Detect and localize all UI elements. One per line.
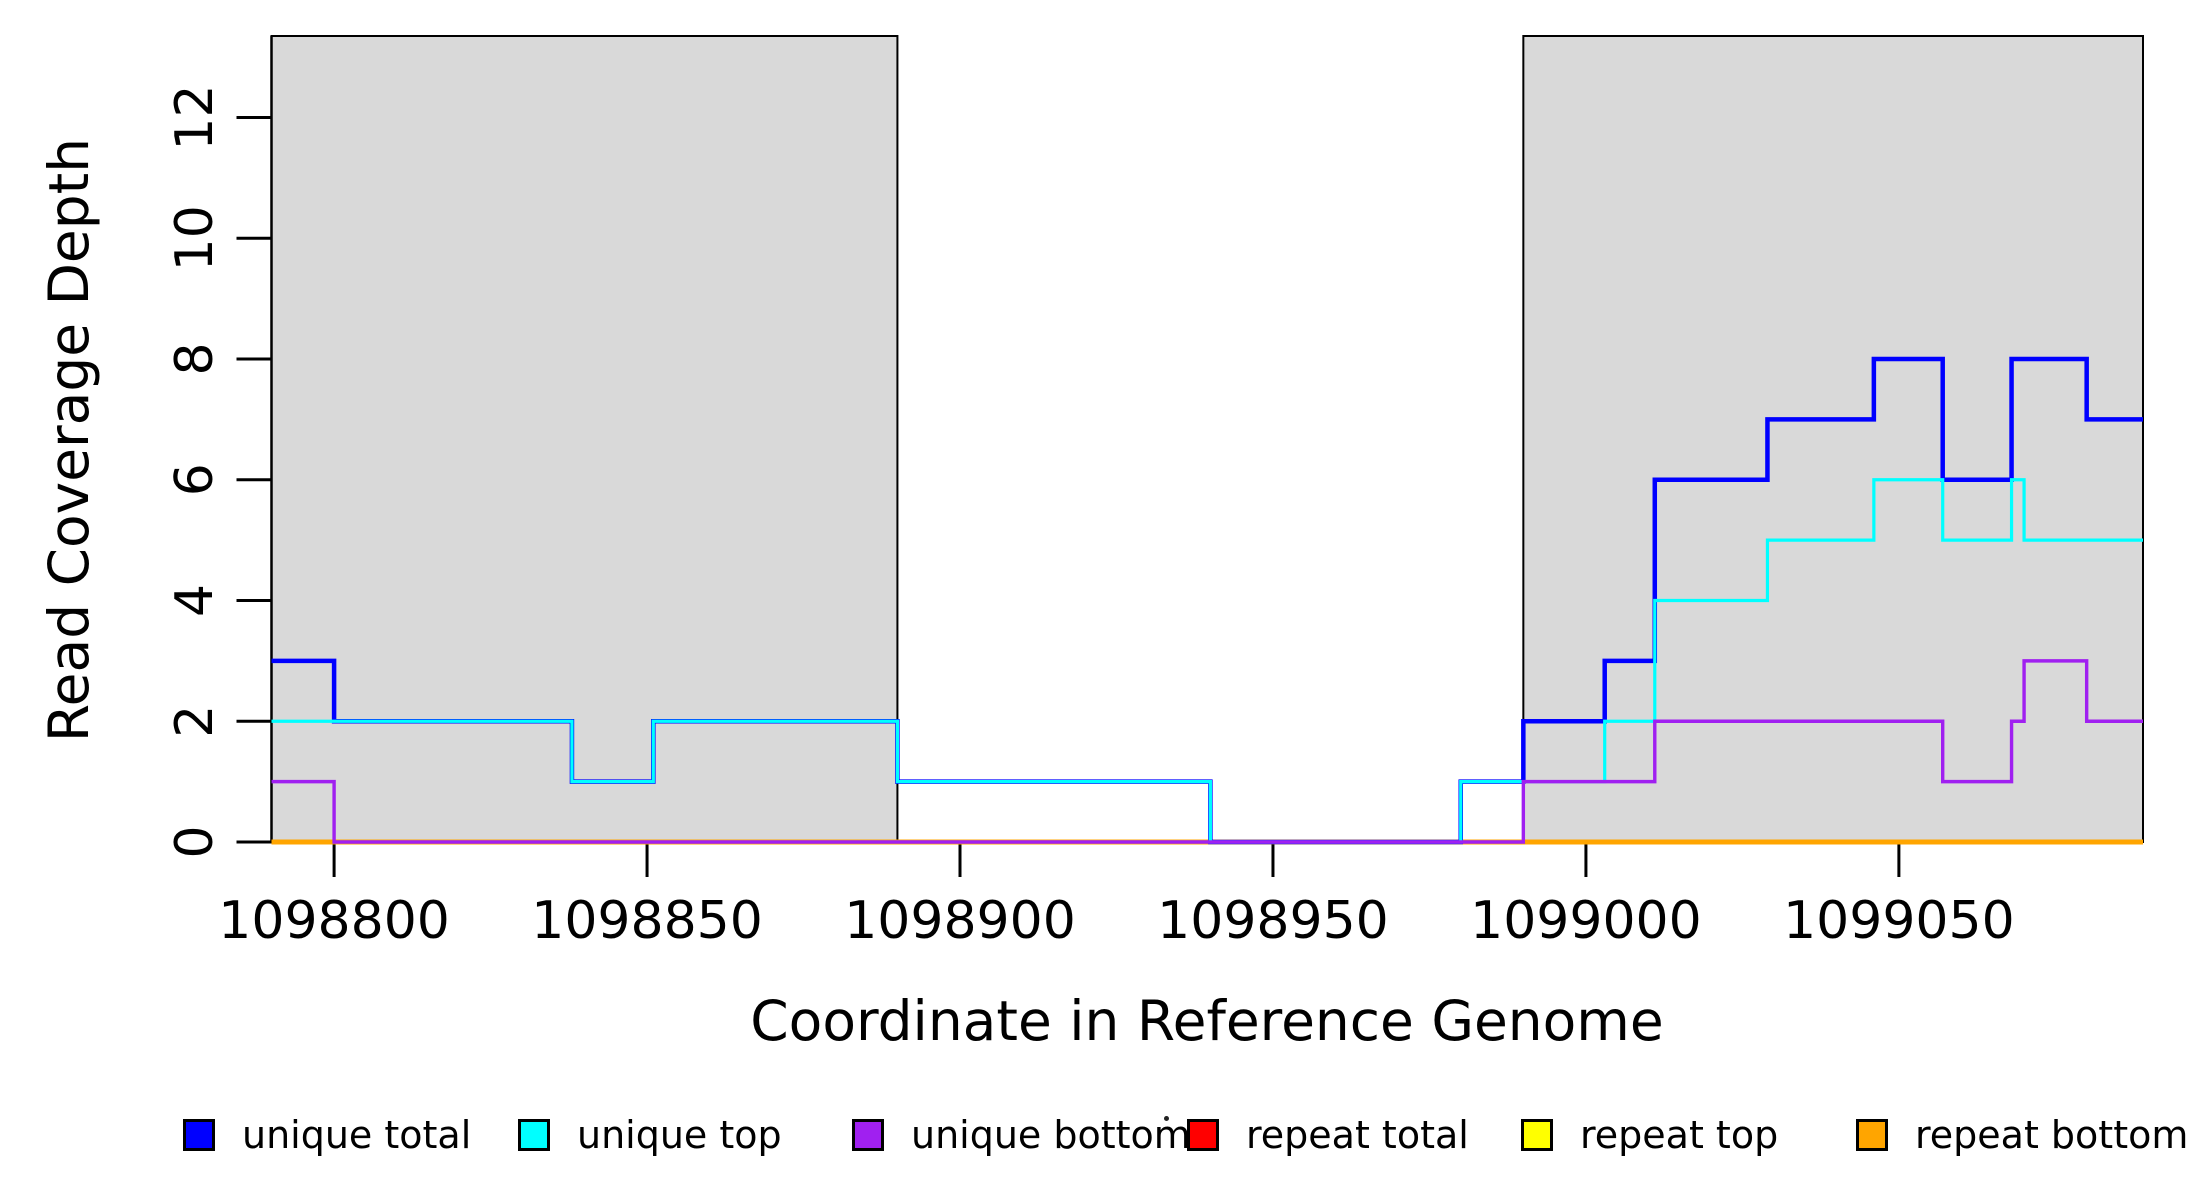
series-lines	[271, 356, 2143, 845]
x-tick-label: 1098950	[1157, 891, 1389, 951]
y-tick-label: 2	[165, 705, 225, 738]
y-tick-label: 8	[165, 342, 225, 375]
shaded-region	[1522, 35, 2144, 843]
x-tick-label: 1099050	[1783, 891, 2015, 951]
axes: 1098800 1098850 1098900 1098950 1099000 10990…	[165, 36, 2143, 951]
x-tick-label: 1098850	[531, 891, 763, 951]
shaded-regions	[270, 35, 2144, 843]
y-tick-label: 6	[165, 463, 225, 496]
x-tick-label: 1099000	[1470, 891, 1702, 951]
x-tick-label: 1098800	[218, 891, 450, 951]
series-path-unique-bottom	[271, 659, 2143, 844]
y-tick-label: 10	[165, 205, 225, 271]
y-tick-label: 0	[165, 825, 225, 858]
x-tick-label: 1098900	[844, 891, 1076, 951]
y-tick-label: 12	[165, 84, 225, 150]
series-path-unique-top	[271, 478, 2143, 844]
y-tick-label: 4	[165, 584, 225, 617]
x-axis-title: Coordinate in Reference Genome	[750, 989, 1663, 1053]
y-axis-title: Read Coverage Depth	[37, 138, 101, 742]
shaded-region	[270, 35, 899, 843]
